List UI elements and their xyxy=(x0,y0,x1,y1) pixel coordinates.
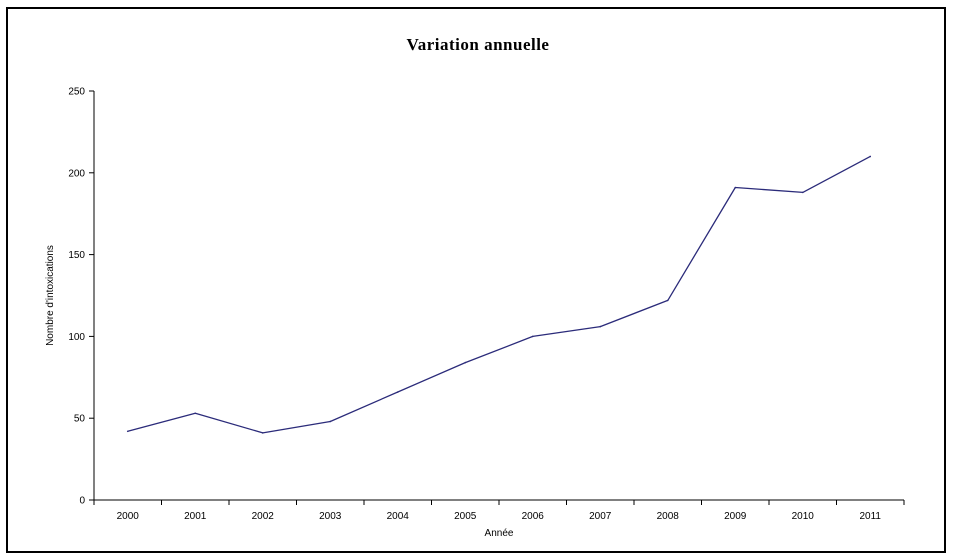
x-axis-ticks: 2000 2001 2002 2003 2004 2005 2006 2007 2008 2009… xyxy=(93,500,905,522)
y-tick-label: 250 xyxy=(68,87,85,98)
data-point xyxy=(396,391,399,393)
x-tick-label: 2009 xyxy=(724,511,747,522)
data-point xyxy=(599,325,602,328)
x-tick-label: 2004 xyxy=(387,511,410,522)
x-tick-label: 2008 xyxy=(657,511,680,522)
data-point xyxy=(734,186,737,189)
data-point xyxy=(261,432,264,434)
series-line xyxy=(127,155,871,434)
x-tick-label: 2005 xyxy=(454,511,477,522)
chart-title: Variation annuelle xyxy=(406,35,550,54)
y-tick-label: 200 xyxy=(68,168,85,179)
x-axis-title: Année xyxy=(485,528,514,539)
x-tick-label: 2002 xyxy=(252,511,275,522)
data-point xyxy=(329,420,332,423)
x-tick-label: 2003 xyxy=(319,511,342,522)
data-point xyxy=(464,361,467,364)
data-point xyxy=(869,155,872,158)
series-group xyxy=(126,155,872,434)
y-axis-title: Nombre d'intoxications xyxy=(45,245,56,346)
data-point xyxy=(666,299,669,302)
x-tick-label: 2000 xyxy=(117,511,140,522)
x-tick-label: 2006 xyxy=(522,511,545,522)
data-point xyxy=(531,335,534,338)
x-tick-label: 2007 xyxy=(589,511,612,522)
line-chart: 0 50 100 150 200 250 2000 2001 2002 2003 2004 2005… xyxy=(45,87,905,539)
y-tick-label: 150 xyxy=(68,250,85,261)
y-tick-label: 50 xyxy=(74,414,86,425)
x-tick-label: 2011 xyxy=(859,511,881,522)
y-axis-ticks: 0 50 100 150 200 250 xyxy=(68,87,94,507)
data-point xyxy=(801,191,804,194)
data-point xyxy=(126,430,129,433)
y-tick-label: 0 xyxy=(79,496,85,507)
chart-frame: Variation annuelle 0 50 100 150 200 250 2000 2… xyxy=(6,7,946,553)
data-point xyxy=(194,412,197,415)
chart-axes xyxy=(93,91,904,501)
y-tick-label: 100 xyxy=(68,332,85,343)
x-tick-label: 2010 xyxy=(792,511,815,522)
x-tick-label: 2001 xyxy=(184,511,207,522)
